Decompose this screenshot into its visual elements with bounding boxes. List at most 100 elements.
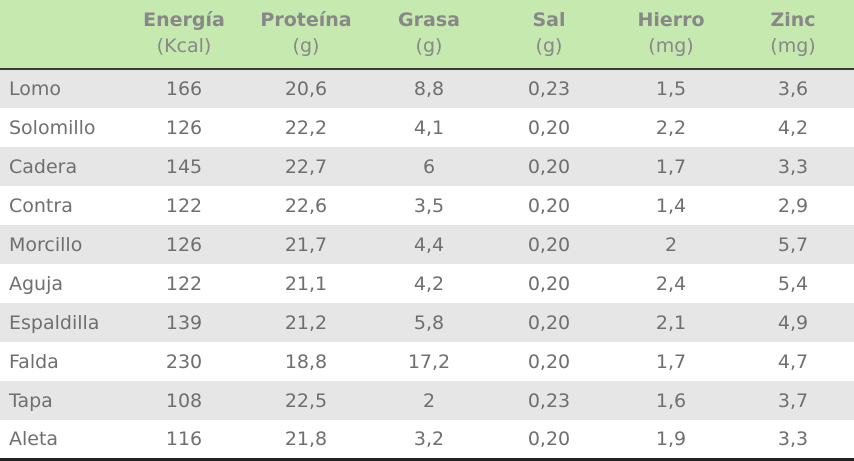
value-cell: 3,6 (777, 78, 809, 100)
cut-name-cell: Tapa (9, 389, 53, 412)
cut-name-cell: Morcillo (9, 233, 83, 256)
value-cell: 126 (165, 233, 203, 256)
value-cell: 166 (165, 78, 203, 100)
table-row: Lomo 166 20,6 8,8 0,23 1,5 3,6 (0, 69, 854, 108)
value-cell: 4,2 (413, 272, 445, 295)
value-cell: 1,9 (655, 427, 687, 450)
cut-name-cell: Contra (9, 194, 73, 217)
value-cell: 2,4 (655, 272, 687, 295)
column-unit: (g) (535, 35, 563, 57)
column-unit: (mg) (648, 35, 694, 57)
value-cell: 21,1 (284, 272, 328, 295)
value-cell: 22,2 (284, 116, 328, 139)
table-row: Aleta 116 21,8 3,2 0,20 1,9 3,3 (0, 420, 854, 459)
value-cell: 2 (422, 389, 436, 412)
value-cell: 3,2 (413, 427, 445, 450)
value-cell: 3,3 (777, 427, 809, 450)
header-row: Energía (Kcal) Proteína (g) Grasa (g) Sal (g) Hi… (0, 0, 854, 69)
value-cell: 2,2 (655, 116, 687, 139)
column-label: Proteína (260, 9, 352, 32)
value-cell: 4,2 (777, 116, 809, 139)
value-cell: 1,6 (655, 389, 687, 412)
value-cell: 1,7 (655, 350, 687, 373)
value-cell: 0,20 (527, 272, 571, 295)
cut-name-cell: Cadera (9, 155, 78, 178)
value-cell: 22,5 (284, 389, 328, 412)
table-row: Cadera 145 22,7 6 0,20 1,7 3,3 (0, 147, 854, 186)
value-cell: 0,20 (527, 427, 571, 450)
cut-name-cell: Aguja (9, 272, 64, 295)
column-header: Grasa (g) (370, 0, 488, 69)
value-cell: 3,5 (413, 194, 445, 217)
value-cell: 5,8 (413, 311, 445, 334)
column-header: Energía (Kcal) (126, 0, 242, 69)
value-cell: 0,20 (527, 155, 571, 178)
value-cell: 0,20 (527, 116, 571, 139)
cut-name-cell: Lomo (9, 78, 62, 100)
table-header: Energía (Kcal) Proteína (g) Grasa (g) Sal (g) Hi… (0, 0, 854, 69)
cut-name-cell: Solomillo (9, 116, 96, 139)
value-cell: 6 (422, 155, 436, 178)
column-label: Grasa (398, 9, 460, 32)
value-cell: 3,3 (777, 155, 809, 178)
value-cell: 1,4 (655, 194, 687, 217)
column-label: Zinc (770, 9, 816, 32)
table-row: Contra 122 22,6 3,5 0,20 1,4 2,9 (0, 186, 854, 225)
cut-name-cell: Espaldilla (9, 311, 100, 334)
column-header: Hierro (mg) (610, 0, 732, 69)
value-cell: 145 (165, 155, 203, 178)
value-cell: 21,7 (284, 233, 328, 256)
value-cell: 2,1 (655, 311, 687, 334)
value-cell: 17,2 (407, 350, 451, 373)
value-cell: 20,6 (284, 78, 328, 100)
value-cell: 22,7 (284, 155, 328, 178)
value-cell: 5,7 (777, 233, 809, 256)
value-cell: 4,4 (413, 233, 445, 256)
value-cell: 108 (165, 389, 203, 412)
value-cell: 0,20 (527, 311, 571, 334)
column-label: Sal (532, 9, 566, 32)
column-label: Hierro (637, 9, 705, 32)
column-unit: (g) (292, 35, 320, 57)
value-cell: 4,1 (413, 116, 445, 139)
table-row: Aguja 122 21,1 4,2 0,20 2,4 5,4 (0, 264, 854, 303)
value-cell: 139 (165, 311, 203, 334)
value-cell: 21,2 (284, 311, 328, 334)
table-row: Espaldilla 139 21,2 5,8 0,20 2,1 4,9 (0, 303, 854, 342)
column-unit: (g) (415, 35, 443, 57)
cut-name-cell: Falda (9, 350, 59, 373)
value-cell: 3,7 (777, 389, 809, 412)
value-cell: 0,20 (527, 350, 571, 373)
value-cell: 1,5 (655, 78, 687, 100)
value-cell: 1,7 (655, 155, 687, 178)
value-cell: 0,20 (527, 233, 571, 256)
column-label: Energía (143, 9, 225, 32)
value-cell: 2,9 (777, 194, 809, 217)
value-cell: 18,8 (284, 350, 328, 373)
table-row: Tapa 108 22,5 2 0,23 1,6 3,7 (0, 381, 854, 420)
value-cell: 21,8 (284, 427, 328, 450)
column-unit: (mg) (770, 35, 816, 57)
column-header: Proteína (g) (242, 0, 370, 69)
value-cell: 4,7 (777, 350, 809, 373)
value-cell: 22,6 (284, 194, 328, 217)
value-cell: 126 (165, 116, 203, 139)
table-row: Solomillo 126 22,2 4,1 0,20 2,2 4,2 (0, 108, 854, 147)
value-cell: 122 (165, 194, 203, 217)
column-unit: (Kcal) (156, 35, 212, 57)
table-row: Falda 230 18,8 17,2 0,20 1,7 4,7 (0, 342, 854, 381)
column-header: Zinc (mg) (732, 0, 854, 69)
value-cell: 5,4 (777, 272, 809, 295)
value-cell: 4,9 (777, 311, 809, 334)
table-body: Lomo 166 20,6 8,8 0,23 1,5 3,6 Solomillo 126 22,2… (0, 69, 854, 459)
value-cell: 122 (165, 272, 203, 295)
value-cell: 0,23 (527, 78, 571, 100)
value-cell: 0,20 (527, 194, 571, 217)
column-header: Sal (g) (488, 0, 610, 69)
value-cell: 2 (664, 233, 678, 256)
value-cell: 0,23 (527, 389, 571, 412)
cut-name-cell: Aleta (9, 427, 59, 450)
value-cell: 8,8 (413, 78, 445, 100)
table-row: Morcillo 126 21,7 4,4 0,20 2 5,7 (0, 225, 854, 264)
